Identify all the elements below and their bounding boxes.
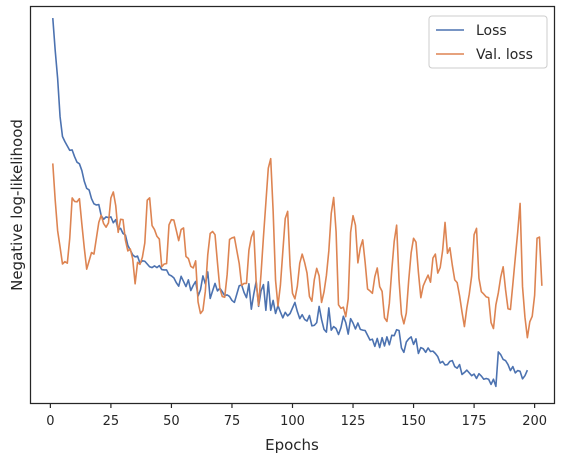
x-tick-label: 150 (401, 414, 426, 429)
x-tick-label: 75 (224, 414, 241, 429)
x-tick-label: 175 (462, 414, 487, 429)
x-axis-label: Epochs (265, 436, 319, 454)
legend: Loss Val. loss (428, 15, 548, 69)
x-tick-label: 25 (103, 414, 120, 429)
legend-label-val-loss: Val. loss (476, 47, 533, 63)
x-tick-label: 125 (341, 414, 366, 429)
x-tick-label: 200 (522, 414, 547, 429)
y-axis-label: Negative log-likelihood (8, 119, 26, 291)
x-tick-label: 100 (280, 414, 305, 429)
legend-box (428, 15, 548, 69)
series-line-val-loss (51, 157, 543, 339)
plot-area-frame (29, 5, 556, 405)
legend-label-loss: Loss (476, 23, 507, 39)
x-tick-label: 50 (163, 414, 180, 429)
x-tick-label: 0 (46, 414, 54, 429)
x-axis-ticks: 0 25 50 75 100 125 150 175 200 (46, 403, 547, 429)
series-lines (51, 18, 543, 388)
